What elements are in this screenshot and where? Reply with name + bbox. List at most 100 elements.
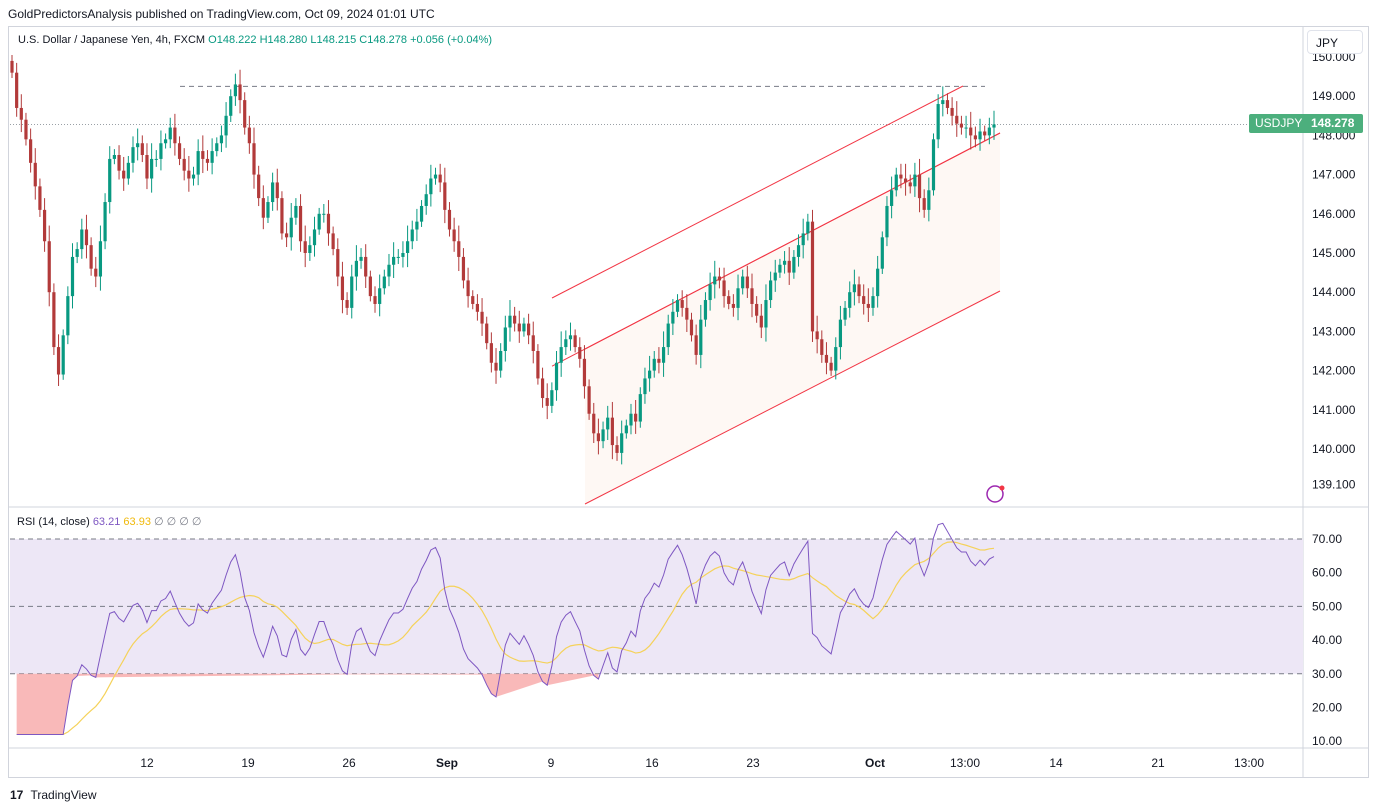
candle-body	[94, 268, 98, 277]
candle-body	[433, 174, 438, 179]
candle-body	[973, 135, 977, 140]
candle-body	[661, 347, 666, 363]
price-tick-label: 139.100	[1312, 477, 1356, 491]
candle-body	[452, 229, 456, 242]
candle-body	[475, 303, 480, 312]
candle-body	[517, 323, 521, 332]
rsi-legend: RSI (14, close) 63.21 63.93 ∅ ∅ ∅ ∅	[17, 515, 202, 528]
candle-body	[201, 151, 205, 159]
candle-body	[84, 229, 89, 246]
candle-body	[382, 276, 386, 289]
candle-body	[792, 256, 796, 273]
candle-body	[280, 198, 284, 234]
price-tick-label: 143.000	[1312, 324, 1356, 338]
candle-body	[685, 307, 689, 320]
candle-body	[755, 303, 759, 316]
candle-body	[373, 296, 377, 304]
tradingview-footer[interactable]: 17 TradingView	[10, 788, 97, 802]
candle-body	[759, 315, 763, 328]
candle-body	[494, 362, 498, 371]
candle-body	[810, 221, 815, 332]
rsi-tick-label: 30.00	[1312, 667, 1342, 681]
alert-dot-icon	[999, 485, 1005, 491]
candle-body	[359, 256, 363, 261]
candle-body	[410, 229, 414, 242]
candle-body	[177, 143, 182, 159]
candle-body	[238, 84, 242, 101]
candle-body	[499, 351, 503, 371]
candle-body	[98, 241, 103, 277]
channel-mid	[584, 132, 1001, 350]
candle-body	[941, 100, 945, 105]
candle-body	[689, 319, 694, 336]
candle-body	[145, 155, 149, 179]
candle-body	[415, 221, 419, 230]
candle-body	[885, 205, 889, 238]
candle-body	[587, 386, 591, 414]
candle-body	[945, 100, 950, 108]
candle-body	[801, 233, 805, 246]
candle-body	[987, 127, 991, 136]
candle-body	[829, 362, 833, 371]
time-tick-label: 16	[645, 756, 659, 770]
candle-body	[554, 362, 559, 391]
candle-body	[257, 174, 261, 199]
tradingview-logo-icon: 17	[10, 788, 24, 802]
candle-body	[838, 319, 843, 348]
candle-body	[648, 370, 652, 379]
candle-body	[531, 335, 535, 351]
candle-body	[340, 276, 345, 301]
candle-body	[508, 315, 512, 328]
time-tick-label: 23	[746, 756, 760, 770]
candle-body	[890, 190, 894, 206]
candle-body	[396, 256, 400, 258]
rsi-tick-label: 40.00	[1312, 633, 1342, 647]
candle-body	[317, 213, 321, 230]
currency-button[interactable]: JPY	[1307, 30, 1363, 54]
candle-body	[252, 143, 256, 175]
candle-body	[782, 260, 787, 265]
candle-body	[582, 358, 587, 387]
candle-body	[983, 131, 987, 136]
candle-body	[461, 256, 466, 281]
candle-body	[210, 151, 214, 163]
candle-body	[322, 213, 326, 215]
candle-body	[56, 347, 61, 375]
candle-body	[936, 104, 940, 140]
publisher-line: GoldPredictorsAnalysis published on Trad…	[8, 7, 435, 21]
candle-body	[578, 347, 582, 359]
candle-body	[326, 213, 331, 234]
candle-body	[471, 296, 475, 304]
rsi-tick-label: 70.00	[1312, 532, 1342, 546]
candle-body	[224, 115, 228, 136]
candle-body	[596, 433, 601, 442]
candle-body	[745, 276, 749, 289]
candle-body	[638, 394, 642, 422]
candle-body	[680, 300, 684, 308]
candle-body	[778, 264, 782, 273]
candle-body	[880, 237, 884, 269]
rsi-extras: ∅ ∅ ∅ ∅	[154, 516, 202, 528]
candle-body	[573, 335, 577, 348]
candle-body	[24, 119, 28, 140]
rsi-value: 63.21	[92, 516, 121, 528]
candle-body	[703, 300, 708, 320]
candle-body	[699, 319, 703, 355]
candle-body	[457, 241, 461, 257]
candle-body	[136, 143, 140, 148]
candle-body	[908, 182, 912, 187]
badge-symbol: USDJPY	[1255, 116, 1303, 130]
candle-body	[871, 296, 875, 308]
candle-body	[848, 292, 852, 308]
candle-body	[545, 398, 549, 406]
candle-body	[606, 417, 610, 430]
candle-body	[438, 174, 442, 183]
candle-body	[964, 127, 968, 129]
price-tick-label: 144.000	[1312, 285, 1356, 299]
badge-price: 148.278	[1311, 116, 1355, 130]
time-tick-label: 13:00	[950, 756, 980, 770]
time-tick-label: 12	[140, 756, 154, 770]
candle-body	[298, 205, 303, 242]
time-tick-label: 26	[342, 756, 356, 770]
